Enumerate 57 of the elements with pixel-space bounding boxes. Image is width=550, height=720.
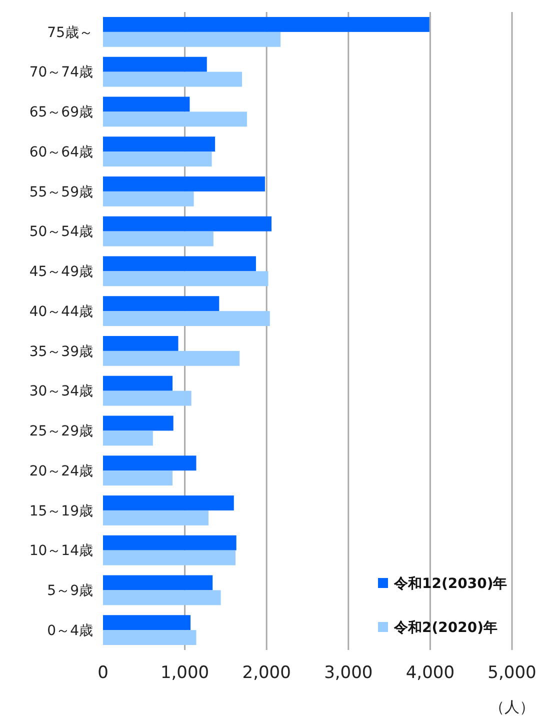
bar [103,256,256,272]
y-tick-label: 65～69歳 [29,104,93,121]
bar [103,390,192,406]
y-tick-label: 75歳～ [47,24,93,41]
bar [103,311,270,326]
bar [103,430,153,446]
bar [103,470,173,486]
bar [103,216,272,232]
x-tick-label: 4,000 [406,663,455,683]
bar [103,376,173,391]
y-tick-label: 5～9歳 [47,583,93,600]
legend-label: 令和12(2030)年 [393,576,508,592]
bar [103,590,221,606]
bar [103,176,265,192]
bar [103,510,209,526]
bar [103,72,242,87]
bar [103,296,220,312]
y-tick-label: 40～44歳 [29,304,93,320]
bar [103,416,174,431]
bar [103,191,194,206]
bar [103,136,216,152]
x-tick-label: 1,000 [160,663,210,683]
bar [103,336,178,351]
bar [103,630,196,646]
y-tick-label: 10～14歳 [29,543,93,560]
x-tick-label: 2,000 [242,663,291,683]
y-tick-label: 25～29歳 [29,424,93,440]
bar [103,575,213,590]
y-tick-label: 50～54歳 [29,224,93,240]
bar [103,495,234,510]
bar [103,32,281,47]
y-tick-label: 30～34歳 [29,384,93,400]
bar [103,231,214,246]
y-tick-label: 60～64歳 [29,144,93,160]
y-tick-label: 45～49歳 [29,264,93,280]
bar [103,550,236,566]
bar [103,112,247,127]
y-tick-label: 55～59歳 [29,184,93,200]
bar [103,16,430,32]
x-tick-label: 3,000 [324,663,373,683]
bar [103,152,212,167]
bar [103,271,268,286]
bar [103,615,191,630]
bar [103,350,240,366]
y-tick-label: 20～24歳 [29,463,93,480]
bar [103,56,207,72]
x-tick-label: 5,000 [488,663,536,683]
y-tick-label: 70～74歳 [29,64,93,81]
y-tick-label: 15～19歳 [29,503,93,520]
y-tick-label: 0～4歳 [47,622,93,639]
legend-label: 令和2(2020)年 [393,620,498,636]
bar [103,456,196,471]
bar [103,535,236,550]
x-tick-label: 0 [98,663,108,683]
y-tick-label: 35～39歳 [29,344,93,360]
bar [103,96,190,112]
x-axis-title: （人） [490,698,534,716]
